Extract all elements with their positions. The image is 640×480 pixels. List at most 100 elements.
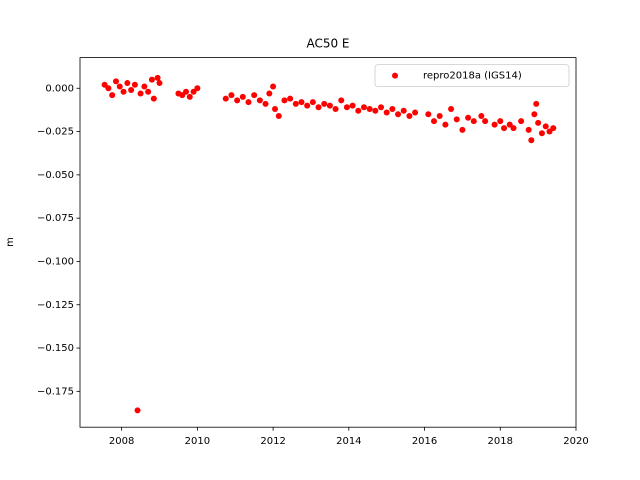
point [222, 95, 229, 102]
point [309, 99, 316, 106]
point [349, 102, 356, 109]
point [271, 106, 278, 113]
point [112, 78, 119, 85]
point [528, 137, 535, 144]
point [186, 93, 193, 100]
point [497, 118, 504, 125]
point [141, 83, 148, 90]
y-tick-label: −0.100 [37, 256, 74, 267]
point [101, 81, 108, 88]
y-tick-label: −0.025 [37, 127, 74, 138]
y-tick-label: −0.075 [37, 213, 74, 224]
point [179, 92, 186, 99]
y-tick-label: −0.175 [37, 386, 74, 397]
x-tick-label: 2010 [185, 436, 210, 447]
y-tick-label: −0.150 [37, 343, 74, 354]
point [131, 81, 138, 88]
point [550, 125, 557, 132]
x-tick-label: 2014 [336, 436, 361, 447]
point [395, 111, 402, 118]
point [275, 112, 282, 119]
point [465, 114, 472, 121]
point [436, 112, 443, 119]
point [372, 107, 379, 114]
point [400, 107, 407, 114]
y-tick-label: 0.000 [45, 83, 74, 94]
point [448, 106, 455, 113]
x-tick-label: 2018 [488, 436, 513, 447]
point [501, 125, 508, 132]
point [360, 104, 367, 111]
point [124, 80, 131, 87]
point [148, 76, 155, 83]
point [531, 111, 538, 118]
point [194, 85, 201, 92]
plot-frame [79, 57, 577, 428]
point [389, 106, 396, 113]
point [304, 102, 311, 109]
point [150, 95, 157, 102]
y-tick-label: −0.125 [37, 300, 74, 311]
legend-box [374, 64, 570, 87]
point [256, 97, 263, 104]
point [478, 112, 485, 119]
point [190, 88, 197, 95]
point [470, 118, 477, 125]
point [120, 88, 127, 95]
point [228, 92, 235, 99]
point [292, 100, 299, 107]
point [542, 123, 549, 130]
point [510, 125, 517, 132]
point [156, 80, 163, 87]
x-tick-label: 2020 [563, 436, 588, 447]
point [535, 119, 542, 126]
point [321, 100, 328, 107]
point [266, 90, 273, 97]
chart-title: AC50 E [306, 37, 349, 51]
point [482, 118, 489, 125]
point [234, 97, 241, 104]
x-tick-label: 2012 [260, 436, 285, 447]
point [518, 118, 525, 125]
point [491, 121, 498, 128]
point [383, 109, 390, 116]
point [128, 86, 135, 93]
point [431, 118, 438, 125]
point [287, 95, 294, 102]
point [134, 407, 141, 414]
legend-label: repro2018a (IGS14) [423, 71, 522, 82]
point [406, 112, 413, 119]
y-tick-label: −0.050 [37, 170, 74, 181]
point [425, 111, 432, 118]
point [546, 128, 553, 135]
point [459, 126, 466, 133]
point [239, 93, 246, 100]
point [525, 126, 532, 133]
point [338, 97, 345, 104]
point [378, 104, 385, 111]
point [251, 92, 258, 99]
point [326, 102, 333, 109]
point [183, 88, 190, 95]
point [343, 104, 350, 111]
point [105, 85, 112, 92]
point [154, 74, 161, 81]
x-tick-label: 2016 [412, 436, 437, 447]
point [506, 121, 513, 128]
point [245, 99, 252, 106]
point [262, 100, 269, 107]
point [442, 121, 449, 128]
point [538, 130, 545, 137]
point [270, 83, 277, 90]
legend-marker [392, 72, 398, 79]
point [109, 92, 116, 99]
point [298, 99, 305, 106]
y-axis-label: m [5, 237, 16, 247]
point [116, 83, 123, 90]
point [315, 104, 322, 111]
point [332, 106, 339, 113]
point [145, 88, 152, 95]
point [355, 107, 362, 114]
point [412, 109, 419, 116]
